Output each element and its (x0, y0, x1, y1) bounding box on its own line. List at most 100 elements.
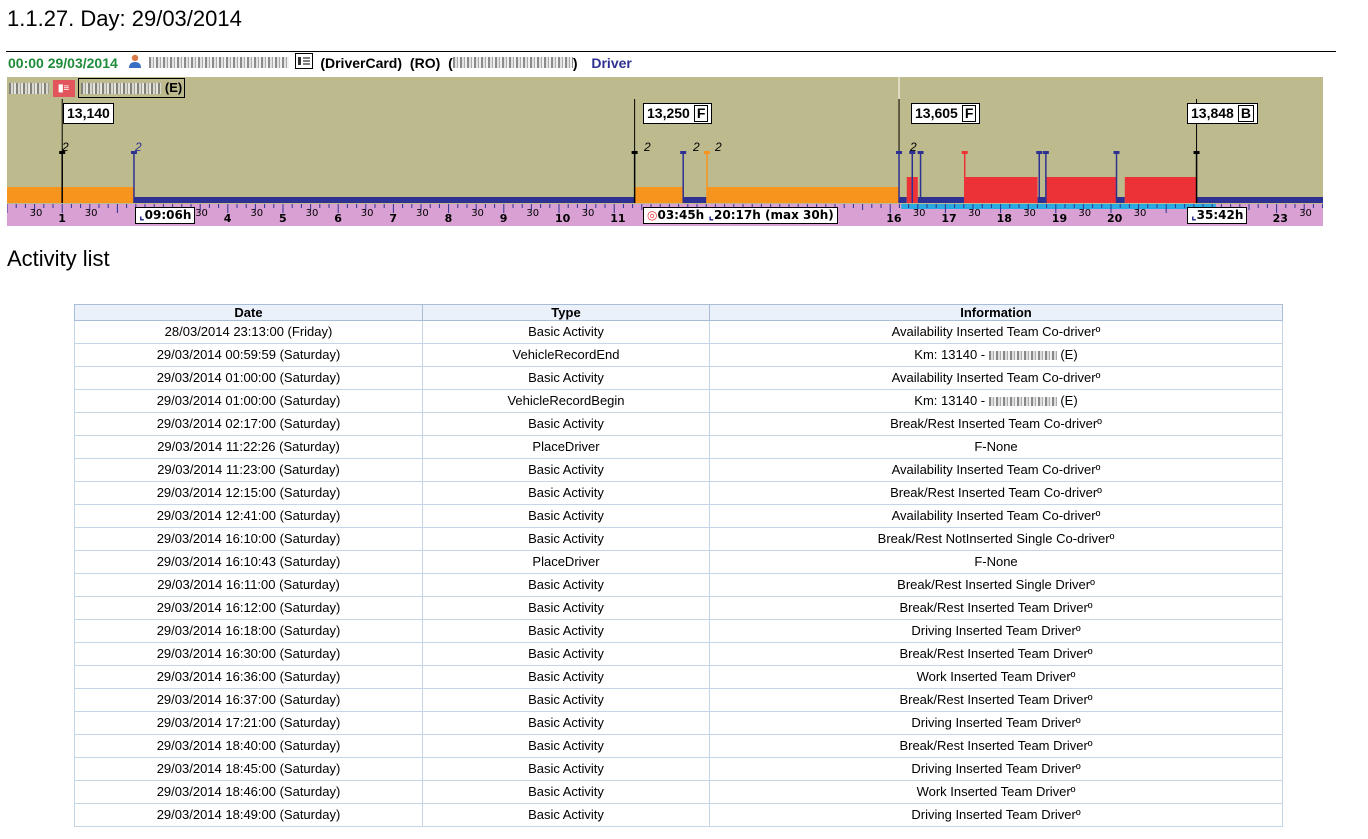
marker-cap (909, 151, 916, 154)
cell-date: 29/03/2014 16:37:00 (Saturday) (74, 688, 423, 712)
cell-type: Basic Activity (422, 320, 710, 344)
cell-type: Basic Activity (422, 619, 710, 643)
cell-information: Break/Rest Inserted Team Co-driverº (709, 412, 1283, 436)
odometer-value: 13,848 (1191, 105, 1234, 121)
half-hour-label: 30 (1078, 208, 1092, 219)
cell-type: Basic Activity (422, 757, 710, 781)
user-icon (128, 54, 142, 72)
table-row: 29/03/2014 16:10:00 (Saturday) Basic Acti… (74, 527, 1283, 551)
hour-label: 10 (555, 212, 571, 225)
marker-cap (1113, 151, 1120, 154)
marker-cap (1193, 151, 1200, 154)
table-row: 29/03/2014 12:15:00 (Saturday) Basic Acti… (74, 481, 1283, 505)
table-row: 29/03/2014 18:46:00 (Saturday) Basic Acti… (74, 780, 1283, 804)
half-hour-label: 30 (912, 208, 926, 219)
cell-type: Basic Activity (422, 734, 710, 758)
half-hour-label: 30 (305, 208, 319, 219)
cell-date: 29/03/2014 16:11:00 (Saturday) (74, 573, 423, 597)
activity-table: Date Type Information 28/03/2014 23:13:0… (74, 304, 1283, 827)
country-code: (RO) (409, 54, 441, 71)
table-row: 28/03/2014 23:13:00 (Friday) Basic Activi… (74, 320, 1283, 344)
table-row: 29/03/2014 16:12:00 (Saturday) Basic Acti… (74, 596, 1283, 620)
table-row: 29/03/2014 16:10:43 (Saturday) PlaceDrive… (74, 550, 1283, 574)
cell-type: VehicleRecordEnd (422, 343, 710, 367)
place-redacted (988, 351, 1057, 361)
cell-information: Km: 13140 - (E) (709, 389, 1283, 413)
hour-label: 6 (334, 212, 342, 225)
column-header-information: Information (709, 304, 1283, 321)
cell-type: PlaceDriver (422, 550, 710, 574)
duration-value: 20:17h (714, 208, 761, 222)
hour-label: 11 (610, 212, 626, 225)
half-hour-label: 30 (1133, 208, 1147, 219)
availability-bar (7, 187, 134, 203)
hour-label: 1 (58, 212, 66, 225)
section-title: 1.1.27. Day: 29/03/2014 (7, 6, 242, 31)
country-code-box: F (693, 105, 709, 122)
table-row: 29/03/2014 16:30:00 (Saturday) Basic Acti… (74, 642, 1283, 666)
activity-list-title: Activity list (7, 246, 110, 271)
cell-information: Break/Rest Inserted Team Driverº (709, 642, 1283, 666)
cell-information: Break/Rest Inserted Team Driverº (709, 688, 1283, 712)
hour-label: 18 (996, 212, 1012, 225)
time-date: 00:00 29/03/2014 (8, 54, 118, 71)
rest-bar (1116, 197, 1125, 203)
marker-cap (917, 151, 924, 154)
marker-cap (703, 151, 710, 154)
table-row: 29/03/2014 11:23:00 (Saturday) Basic Acti… (74, 458, 1283, 482)
rest-bar (1037, 197, 1046, 203)
cell-information: Driving Inserted Team Driverº (709, 711, 1283, 735)
marker-cap (130, 151, 137, 154)
marker-cap (896, 151, 903, 154)
cell-type: Basic Activity (422, 803, 710, 827)
hour-label: 5 (279, 212, 287, 225)
marker-cap (1036, 151, 1043, 154)
half-hour-label: 30 (360, 208, 374, 219)
odometer-value: 13,140 (67, 105, 110, 121)
half-hour-label: 30 (968, 208, 981, 219)
cell-date: 29/03/2014 11:22:26 (Saturday) (74, 435, 423, 459)
vehicle-plate-redacted (81, 83, 162, 95)
table-row: 29/03/2014 11:22:26 (Saturday) PlaceDrive… (74, 435, 1283, 459)
cell-date: 29/03/2014 12:15:00 (Saturday) (74, 481, 423, 505)
table-row: 29/03/2014 17:21:00 (Saturday) Basic Acti… (74, 711, 1283, 735)
rest-bar (133, 197, 635, 203)
table-row: 29/03/2014 00:59:59 (Saturday) VehicleRec… (74, 343, 1283, 367)
odometer-value: 13,605 (915, 105, 958, 121)
rest-duration-3: ⌞35:42h (1187, 207, 1248, 224)
hour-label: 9 (499, 212, 508, 225)
cell-information: Availability Inserted Team Co-driverº (709, 504, 1283, 528)
axis-work-strip (901, 204, 1216, 209)
rest-icon: ⌞ (1191, 208, 1197, 222)
cell-information: Driving Inserted Team Driverº (709, 803, 1283, 827)
column-header-type: Type (422, 304, 710, 321)
availability-bar (634, 187, 684, 203)
info-prefix: Km: 13140 - (914, 393, 989, 408)
duration-value: 03:45h (657, 208, 705, 222)
crew-marker: 2 (644, 140, 651, 154)
crew-marker: 2 (715, 140, 722, 154)
table-row: 29/03/2014 12:41:00 (Saturday) Basic Acti… (74, 504, 1283, 528)
odometer-marker-3: 13,605 F (911, 103, 981, 124)
cell-type: Basic Activity (422, 366, 710, 390)
cell-type: PlaceDriver (422, 435, 710, 459)
marker-cap (961, 151, 968, 154)
cell-type: Basic Activity (422, 504, 710, 528)
driver-info-bar: 00:00 29/03/2014 (DriverCard) (RO) () Dr… (8, 53, 632, 72)
card-number-redacted (452, 57, 573, 68)
half-hour-label: 30 (416, 208, 429, 219)
column-header-date: Date (74, 304, 423, 321)
card-number-close: ) (572, 54, 578, 71)
info-prefix: Km: 13140 - (914, 347, 989, 362)
rest-bar (683, 197, 707, 203)
info-suffix: (E) (1056, 347, 1078, 362)
duration-note: (max 30h) (764, 208, 834, 222)
timeline-graphic (7, 77, 1323, 226)
half-hour-label: 30 (84, 208, 98, 219)
cell-date: 29/03/2014 16:10:43 (Saturday) (74, 550, 423, 574)
cell-type: Basic Activity (422, 412, 710, 436)
country-code-box: F (961, 105, 977, 122)
table-row: 29/03/2014 18:40:00 (Saturday) Basic Acti… (74, 734, 1283, 758)
table-row: 29/03/2014 01:00:00 (Saturday) Basic Acti… (74, 366, 1283, 390)
cell-information: Availability Inserted Team Co-driverº (709, 366, 1283, 390)
